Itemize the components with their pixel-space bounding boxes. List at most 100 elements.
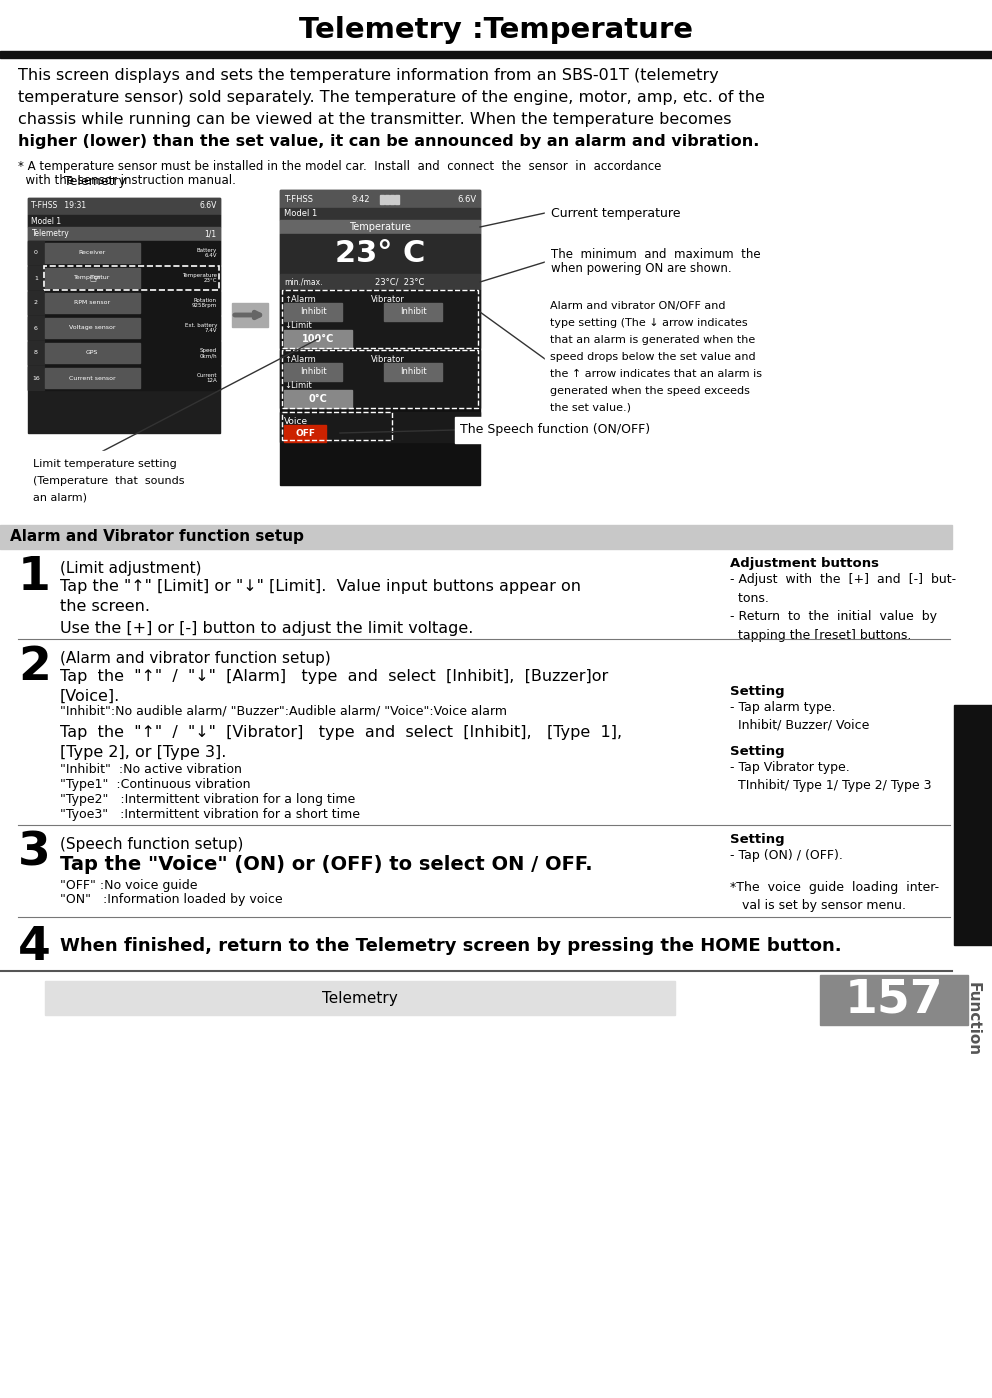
Text: 23° C: 23° C <box>335 239 426 268</box>
Bar <box>280 208 480 219</box>
Bar <box>820 974 968 1025</box>
Text: The  minimum  and  maximum  the: The minimum and maximum the <box>551 247 761 261</box>
Text: Inhibit: Inhibit <box>400 308 427 316</box>
Text: higher (lower) than the set value, it can be announced by an alarm and vibration: higher (lower) than the set value, it ca… <box>18 134 759 150</box>
Text: Vibrator: Vibrator <box>371 295 405 305</box>
Text: Model 1: Model 1 <box>284 210 317 218</box>
Bar <box>45 981 675 1015</box>
Text: ↓Limit: ↓Limit <box>284 382 311 390</box>
Text: Voltage sensor: Voltage sensor <box>68 326 115 330</box>
Bar <box>28 366 220 390</box>
Bar <box>545 294 740 425</box>
Text: "Type1"  :Continuous vibration: "Type1" :Continuous vibration <box>60 779 251 791</box>
Bar <box>384 303 442 322</box>
Text: Adjustment buttons: Adjustment buttons <box>730 556 879 570</box>
Text: 6.6V: 6.6V <box>457 194 476 204</box>
Text: 157: 157 <box>844 977 943 1022</box>
Text: Alarm and Vibrator function setup: Alarm and Vibrator function setup <box>10 530 304 544</box>
Text: OFF: OFF <box>295 429 315 438</box>
Text: T-FHSS   19:31: T-FHSS 19:31 <box>31 201 86 211</box>
Text: - Tap alarm type.
  Inhibit/ Buzzer/ Voice: - Tap alarm type. Inhibit/ Buzzer/ Voice <box>730 700 869 733</box>
Text: (Temperature  that  sounds: (Temperature that sounds <box>33 475 185 487</box>
Text: Tap the "↑" [Limit] or "↓" [Limit].  Value input buttons appear on: Tap the "↑" [Limit] or "↓" [Limit]. Valu… <box>60 579 581 594</box>
Text: Function: Function <box>965 981 980 1055</box>
Bar <box>28 215 220 226</box>
Text: Current
12A: Current 12A <box>196 373 217 383</box>
Text: 6: 6 <box>34 326 38 330</box>
Text: generated when the speed exceeds: generated when the speed exceeds <box>550 386 750 396</box>
Text: an alarm): an alarm) <box>33 493 87 503</box>
Bar <box>280 233 480 274</box>
Text: 1: 1 <box>18 555 51 600</box>
Bar <box>44 266 219 289</box>
Bar <box>954 705 992 945</box>
Bar <box>28 341 44 365</box>
Text: 2: 2 <box>18 644 51 691</box>
Text: 0: 0 <box>34 250 38 256</box>
Text: "ON"   :Information loaded by voice: "ON" :Information loaded by voice <box>60 893 283 906</box>
Text: Inhibit: Inhibit <box>300 368 326 376</box>
Bar <box>284 363 342 382</box>
Text: GPS: GPS <box>86 351 98 355</box>
Bar <box>280 412 480 442</box>
Text: 6.6V: 6.6V <box>199 201 217 211</box>
Text: 4: 4 <box>18 925 51 970</box>
Text: Temperatur: Temperatur <box>73 275 110 281</box>
Text: Voice: Voice <box>284 418 309 426</box>
Text: 3: 3 <box>18 830 51 877</box>
Bar <box>282 350 478 408</box>
Bar <box>280 190 480 208</box>
Text: ↑Alarm: ↑Alarm <box>284 295 315 305</box>
Text: Setting: Setting <box>730 833 785 846</box>
Text: speed drops below the set value and: speed drops below the set value and <box>550 352 756 362</box>
Text: Telemetry: Telemetry <box>64 175 126 187</box>
Text: RPM sensor: RPM sensor <box>74 301 110 306</box>
Bar <box>28 226 220 240</box>
Bar <box>0 50 992 57</box>
Text: *The  voice  guide  loading  inter-
   val is set by sensor menu.: *The voice guide loading inter- val is s… <box>730 881 939 911</box>
Text: "Type2"   :Intermittent vibration for a long time: "Type2" :Intermittent vibration for a lo… <box>60 793 355 807</box>
Text: 2: 2 <box>34 301 38 306</box>
Text: - Tap Vibrator type.
  TInhibit/ Type 1/ Type 2/ Type 3: - Tap Vibrator type. TInhibit/ Type 1/ T… <box>730 761 931 793</box>
Text: type setting (The ↓ arrow indicates: type setting (The ↓ arrow indicates <box>550 317 748 329</box>
Text: the screen.: the screen. <box>60 598 150 614</box>
Bar <box>390 194 394 204</box>
Text: Telemetry: Telemetry <box>322 991 398 1005</box>
Text: 16: 16 <box>32 376 40 380</box>
Text: [Type 2], or [Type 3].: [Type 2], or [Type 3]. <box>60 745 226 761</box>
Bar <box>545 240 740 285</box>
Bar <box>45 243 140 263</box>
Text: Setting: Setting <box>730 685 785 698</box>
Text: with the sensor instruction manual.: with the sensor instruction manual. <box>18 173 236 187</box>
Text: Rotation
9258rpm: Rotation 9258rpm <box>191 298 217 308</box>
Bar <box>28 366 44 390</box>
Text: (Alarm and vibrator function setup): (Alarm and vibrator function setup) <box>60 651 330 665</box>
Text: Vibrator: Vibrator <box>371 355 405 365</box>
Bar <box>0 526 952 549</box>
Text: When finished, return to the Telemetry screen by pressing the HOME button.: When finished, return to the Telemetry s… <box>60 937 841 955</box>
Bar <box>28 240 220 266</box>
Bar <box>45 368 140 389</box>
Text: Tap  the  "↑"  /  "↓"  [Vibrator]   type  and  select  [Inhibit],   [Type  1],: Tap the "↑" / "↓" [Vibrator] type and se… <box>60 726 622 740</box>
Text: Battery
6.4V: Battery 6.4V <box>196 247 217 259</box>
Bar <box>45 294 140 313</box>
Text: "Inhibit"  :No active vibration: "Inhibit" :No active vibration <box>60 763 242 776</box>
Text: Use the [+] or [-] button to adjust the limit voltage.: Use the [+] or [-] button to adjust the … <box>60 621 473 636</box>
Text: Inhibit: Inhibit <box>400 368 427 376</box>
Text: chassis while running can be viewed at the transmitter. When the temperature bec: chassis while running can be viewed at t… <box>18 112 731 127</box>
Bar <box>280 350 480 408</box>
Text: ↑Alarm: ↑Alarm <box>284 355 315 365</box>
Text: Inhibit: Inhibit <box>300 308 326 316</box>
Text: (Limit adjustment): (Limit adjustment) <box>60 561 201 576</box>
Bar <box>385 194 389 204</box>
Text: Alarm and vibrator ON/OFF and: Alarm and vibrator ON/OFF and <box>550 301 725 310</box>
Text: that an alarm is generated when the: that an alarm is generated when the <box>550 336 755 345</box>
Bar <box>384 363 442 382</box>
Text: 0°C: 0°C <box>309 394 327 404</box>
Bar <box>28 266 44 289</box>
Bar <box>45 268 140 288</box>
Text: Current temperature: Current temperature <box>551 207 681 219</box>
Bar <box>28 316 44 340</box>
Bar <box>45 343 140 363</box>
Text: Temperature: Temperature <box>349 222 411 232</box>
